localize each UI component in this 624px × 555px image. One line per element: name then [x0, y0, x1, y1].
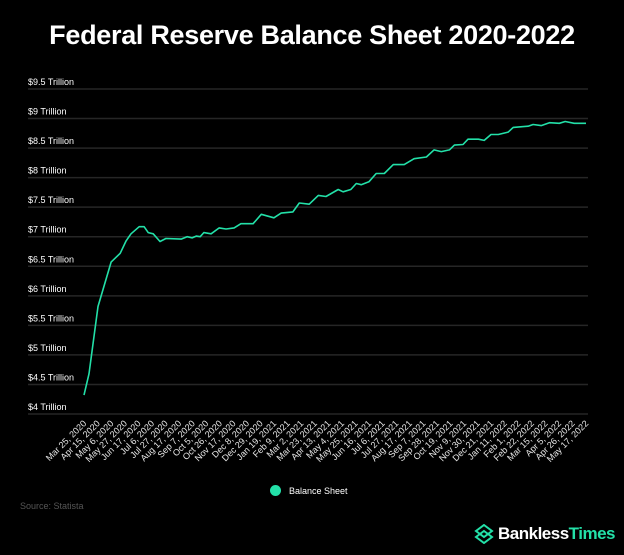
chart-title: Federal Reserve Balance Sheet 2020-2022: [49, 20, 575, 50]
legend-marker: [270, 485, 281, 496]
logo-icon: [474, 524, 494, 544]
grid-lines: [28, 88, 588, 415]
logo-text-times: Times: [568, 524, 616, 543]
legend-label: Balance Sheet: [289, 485, 348, 496]
y-axis-ticks: $4 Trillion $4.5 Trillion $5 Trillion $5.5 …: [28, 77, 74, 412]
y-tick-label: $5.5 Trillion: [28, 313, 74, 323]
line-chart: $4 Trillion $4.5 Trillion $5 Trillion $5.5 …: [28, 77, 591, 464]
y-tick-label: $8.5 Trillion: [28, 136, 74, 146]
y-tick-label: $9.5 Trillion: [28, 77, 74, 87]
y-tick-label: $9 Trillion: [28, 107, 67, 117]
series-layer: [83, 120, 587, 396]
y-tick-label: $7.5 Trillion: [28, 195, 74, 205]
y-tick-label: $8 Trillion: [28, 166, 67, 176]
y-tick-label: $5 Trillion: [28, 343, 67, 353]
y-tick-label: $4 Trillion: [28, 402, 67, 412]
y-tick-label: $7 Trillion: [28, 225, 67, 235]
legend[interactable]: Balance Sheet: [270, 485, 348, 496]
y-tick-label: $4.5 Trillion: [28, 372, 74, 382]
series-line-balance-sheet: [83, 120, 586, 396]
y-tick-label: $6 Trillion: [28, 284, 67, 294]
source-note: Source: Statista: [20, 501, 84, 511]
y-tick-label: $6.5 Trillion: [28, 254, 74, 264]
bankless-times-logo: Bankless Times: [474, 524, 616, 544]
logo-text-bankless: Bankless: [498, 524, 569, 543]
